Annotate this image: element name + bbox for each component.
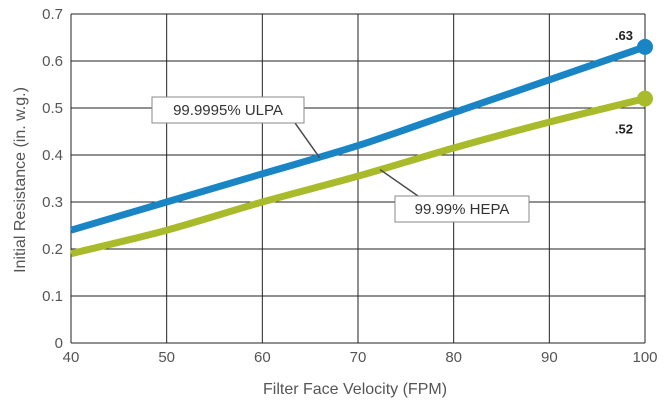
x-tick-label: 40 bbox=[63, 349, 80, 366]
y-tick-label: 0 bbox=[55, 335, 63, 352]
end-value-label: .52 bbox=[615, 122, 633, 137]
x-axis-title: Filter Face Velocity (FPM) bbox=[263, 381, 447, 398]
callout-box-hepa bbox=[394, 195, 530, 223]
y-tick-label: 0.2 bbox=[42, 241, 63, 258]
y-tick-label: 0.7 bbox=[42, 6, 63, 23]
x-tick-label: 80 bbox=[445, 349, 462, 366]
callout-box-ulpa bbox=[151, 96, 305, 124]
y-tick-label: 0.4 bbox=[42, 147, 63, 164]
x-tick-label: 50 bbox=[158, 349, 175, 366]
callout-label-ulpa: 99.9995% ULPA bbox=[173, 102, 283, 119]
series-lines bbox=[70, 43, 647, 258]
y-tick-label: 0.1 bbox=[42, 288, 63, 305]
callout-label-hepa: 99.99% HEPA bbox=[415, 201, 510, 218]
end-value-label: .63 bbox=[615, 28, 633, 43]
x-tick-label: 90 bbox=[541, 349, 558, 366]
x-tick-label: 100 bbox=[632, 349, 657, 366]
x-tick-label: 60 bbox=[254, 349, 271, 366]
y-tick-label: 0.6 bbox=[42, 53, 63, 70]
series-line-ulpa bbox=[70, 43, 647, 234]
callouts: 99.9995% ULPA 99.99% HEPA bbox=[151, 96, 530, 223]
y-tick-label: 0.5 bbox=[42, 100, 63, 117]
tick-labels: 40 50 60 70 80 90 100 0 0.1 0.2 0.3 0.4 0.5 0.6 0.7 bbox=[42, 6, 657, 366]
y-tick-label: 0.3 bbox=[42, 194, 63, 211]
series-line-hepa bbox=[70, 95, 646, 258]
x-tick-label: 70 bbox=[350, 349, 367, 366]
end-marker-ulpa bbox=[637, 38, 653, 55]
callout-leader-hepa bbox=[379, 168, 419, 197]
end-marker-hepa bbox=[637, 90, 653, 107]
y-axis-title: Initial Resistance (in. w.g.) bbox=[12, 87, 29, 273]
end-markers: .63 .52 bbox=[615, 28, 653, 137]
callout-leader-ulpa bbox=[294, 122, 321, 159]
